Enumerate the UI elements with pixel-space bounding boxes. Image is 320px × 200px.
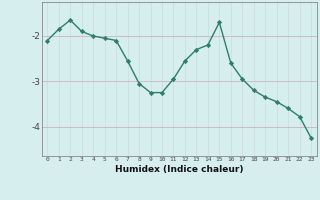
- X-axis label: Humidex (Indice chaleur): Humidex (Indice chaleur): [115, 165, 244, 174]
